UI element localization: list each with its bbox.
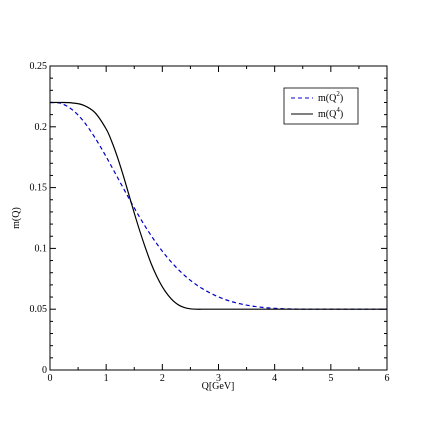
x-tick-label: 2 — [160, 373, 165, 384]
y-tick-label: 0 — [42, 365, 47, 376]
y-tick-label: 0.25 — [30, 61, 48, 72]
series-line-1 — [49, 101, 387, 310]
y-tick-label: 0.05 — [30, 304, 48, 315]
legend-label-0: m(Q2) — [318, 90, 343, 104]
y-tick-label: 0.1 — [35, 243, 48, 254]
series-line-0 — [49, 101, 387, 310]
x-tick-label: 0 — [48, 373, 53, 384]
x-axis: 0 1 2 3 4 5 6 — [48, 66, 390, 384]
y-axis-title: m(Q) — [11, 207, 22, 229]
x-tick-label: 5 — [328, 373, 333, 384]
x-tick-label: 4 — [272, 373, 277, 384]
x-tick-label: 6 — [385, 373, 390, 384]
legend-label-1: m(Q4) — [318, 106, 343, 120]
y-tick-label: 0.15 — [30, 183, 48, 194]
y-tick-label: 0.2 — [35, 122, 48, 133]
series-layer — [49, 101, 387, 310]
legend-box — [283, 87, 359, 125]
x-tick-label: 1 — [104, 373, 109, 384]
legend: m(Q2) m(Q4) — [283, 87, 359, 125]
y-axis: 0 0.05 0.1 0.15 0.2 0.25 — [30, 61, 387, 376]
x-tick-label: 3 — [216, 373, 221, 384]
x-axis-title: Q[GeV] — [202, 381, 235, 392]
